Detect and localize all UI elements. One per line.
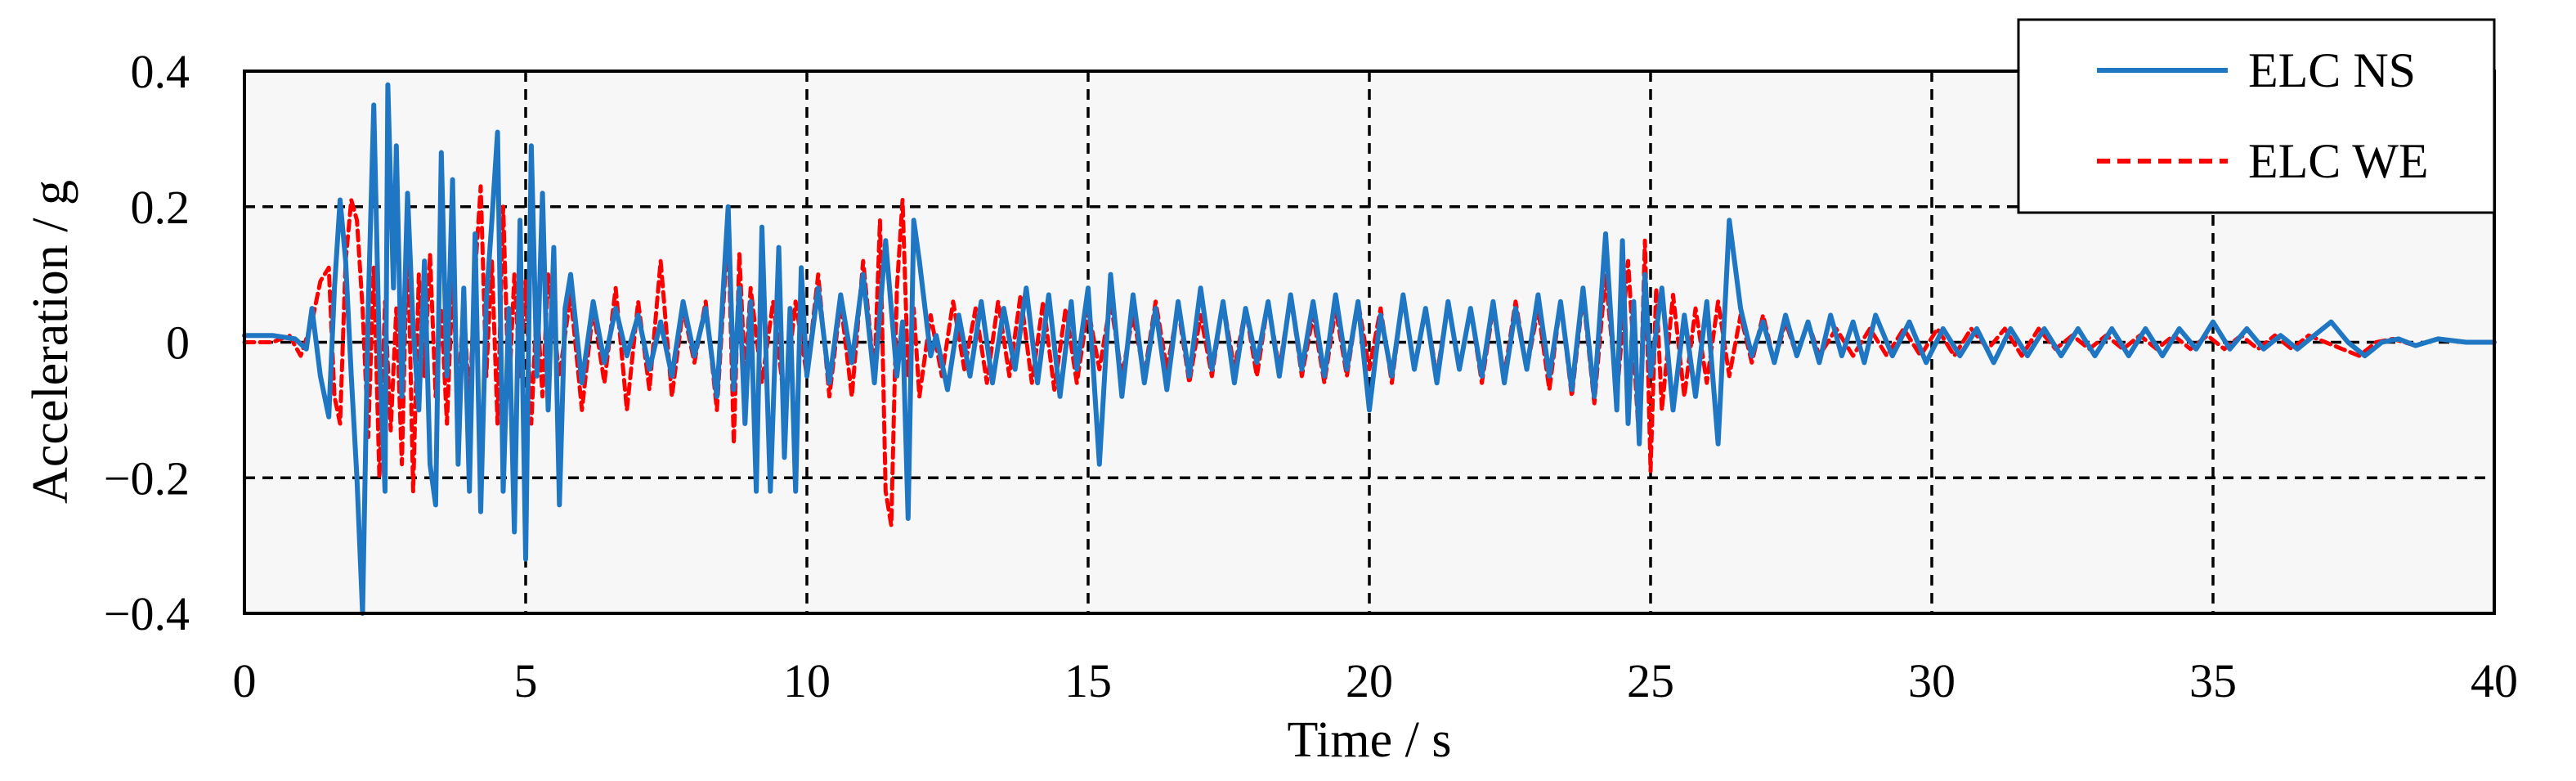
y-tick-labels: −0.4 −0.2 0 0.2 0.4 [104, 45, 190, 640]
x-axis-title: Time / s [1287, 712, 1451, 768]
legend-label-elc-we: ELC WE [2248, 134, 2429, 188]
x-tick-label: 30 [1908, 654, 1956, 707]
x-tick-label: 0 [233, 654, 257, 707]
y-tick-label: 0.4 [131, 45, 190, 98]
legend-box [2017, 18, 2496, 214]
x-tick-label: 40 [2471, 654, 2518, 707]
x-tick-labels: 0 5 10 15 20 25 30 35 40 [233, 654, 2519, 707]
plot-frame [243, 70, 2496, 615]
x-tick-label: 20 [1346, 654, 1393, 707]
y-tick-label: 0.2 [131, 181, 190, 234]
y-axis-title: Acceleration / g [23, 180, 78, 504]
x-tick-label: 25 [1627, 654, 1674, 707]
x-tick-label: 15 [1064, 654, 1112, 707]
x-tick-label: 5 [514, 654, 538, 707]
legend-label-elc-ns: ELC NS [2248, 43, 2416, 97]
x-tick-label: 10 [783, 654, 831, 707]
y-tick-label: 0 [166, 316, 190, 370]
legend: ELC NS ELC WE [2017, 18, 2496, 214]
y-tick-label: −0.2 [104, 451, 190, 505]
series-line-elc-ns [242, 82, 2497, 616]
series-group [242, 82, 2497, 616]
y-tick-label: −0.4 [104, 587, 190, 640]
x-tick-label: 35 [2189, 654, 2237, 707]
